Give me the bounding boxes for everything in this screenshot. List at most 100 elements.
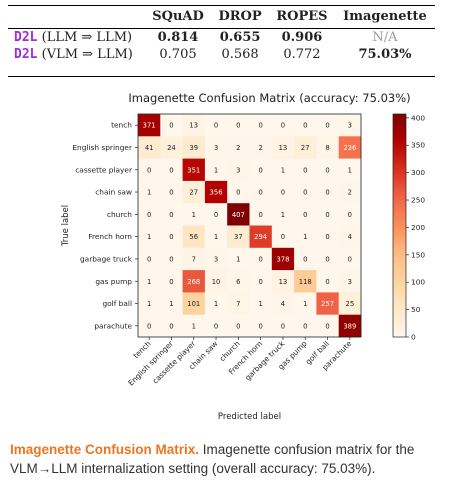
cell-value-label: 0 [348, 211, 352, 219]
colorbar-tick-label: 150 [411, 250, 425, 259]
setting-label: (VLM ⇒ LLM) [41, 47, 133, 62]
cell-value-label: 27 [189, 189, 198, 197]
heatmap-cell [249, 180, 273, 204]
drop-value: 0.568 [221, 47, 259, 62]
heatmap-cell [227, 225, 250, 249]
cell-value-label: 0 [325, 233, 329, 241]
cell-value-label: 0 [281, 122, 285, 130]
colorbar-tick-label: 100 [411, 278, 425, 287]
confusion-matrix-chart: Imagenette Confusion Matrix (accuracy: 7… [61, 91, 425, 422]
cell-value-label: 41 [145, 144, 154, 152]
y-tick-label: garbage truck [80, 254, 133, 263]
heatmap-cell [249, 270, 273, 293]
cell-value-label: 407 [232, 211, 245, 219]
cell-value-label: 0 [169, 255, 173, 263]
cell-value-label: 3 [236, 166, 240, 174]
cell-value-label: 0 [281, 233, 285, 241]
method-tag: D2L [14, 47, 38, 62]
y-tick-label: cassette player [75, 165, 133, 174]
heatmap-cell [204, 203, 228, 226]
heatmap-cell [182, 270, 206, 293]
cell-value-label: 0 [236, 322, 240, 330]
heatmap-cell [271, 114, 295, 137]
cell-value-label: 0 [303, 122, 307, 130]
cell-value-label: 0 [348, 255, 352, 263]
heatmap-cell [338, 203, 362, 226]
cell-value-label: 389 [343, 322, 356, 330]
heatmap-cell [249, 314, 273, 338]
cell-value-label: 0 [325, 255, 329, 263]
cell-value-label: 3 [214, 255, 218, 263]
cell-value-label: 1 [348, 166, 352, 174]
cell-value-label: 24 [167, 144, 176, 152]
heatmap-cell [316, 114, 339, 137]
heatmap-cell [338, 114, 362, 137]
cell-value-label: 0 [169, 233, 173, 241]
heatmap-cell [204, 247, 228, 271]
method-tag: D2L [14, 30, 38, 45]
cell-value-label: 101 [187, 300, 200, 308]
heatmap-cell [182, 292, 206, 315]
cell-value-label: 0 [258, 322, 262, 330]
heatmap-cell [316, 158, 339, 182]
heatmap-cell [271, 247, 295, 271]
heatmap-cell [160, 180, 183, 204]
heatmap-cell [227, 136, 250, 159]
y-tick-label: chain saw [95, 188, 132, 197]
heatmap-cell [160, 292, 183, 315]
heatmap-cell [271, 136, 295, 159]
cell-value-label: 0 [258, 189, 262, 197]
colorbar-tick-label: 300 [411, 168, 425, 177]
heatmap-cell [138, 225, 161, 249]
heatmap-cell [227, 158, 250, 182]
table-top-rule [8, 5, 435, 6]
header-ropes: ROPES [268, 6, 335, 29]
cell-value-label: 118 [299, 278, 312, 286]
heatmap-cell [294, 225, 317, 249]
cell-value-label: 1 [147, 189, 151, 197]
heatmap-cell [182, 314, 206, 338]
heatmap-cell [249, 158, 273, 182]
cell-value-label: 4 [281, 300, 285, 308]
cell-value-label: 2 [236, 144, 240, 152]
heatmap-cell [316, 270, 339, 293]
cell-value-label: 0 [147, 322, 151, 330]
heatmap-cell [138, 136, 161, 159]
cell-value-label: 8 [325, 144, 329, 152]
cell-value-label: 7 [192, 255, 196, 263]
y-tick-label: golf ball [102, 299, 132, 308]
heatmap-cell [294, 158, 317, 182]
results-table: SQuAD DROP ROPES Imagenette D2L (LLM ⇒ L… [8, 6, 435, 63]
cell-value-label: 0 [169, 211, 173, 219]
heatmap-cell [294, 292, 317, 315]
y-axis-label: True label [61, 205, 71, 247]
y-tick-label: parachute [94, 321, 132, 330]
plot-frame [137, 113, 362, 338]
heatmap-cell [138, 180, 161, 204]
table-bottom-rule [8, 76, 435, 77]
y-tick-label: tench [111, 121, 132, 130]
cell-value-label: 0 [214, 122, 218, 130]
cell-value-label: 56 [189, 233, 198, 241]
heatmap-cell [204, 114, 228, 137]
heatmap-cell [294, 114, 317, 137]
heatmap-cell [160, 270, 183, 293]
cell-value-label: 0 [236, 122, 240, 130]
cell-value-label: 3 [348, 122, 352, 130]
imagenette-value: 75.03% [358, 47, 412, 62]
heatmap-cell [227, 180, 250, 204]
heatmap-cell [204, 180, 228, 204]
cell-value-label: 2 [258, 144, 262, 152]
cell-value-label: 1 [147, 300, 151, 308]
cell-value-label: 1 [258, 300, 262, 308]
cell-value-label: 13 [279, 144, 288, 152]
cell-value-label: 0 [303, 166, 307, 174]
heatmap-cell [316, 247, 339, 271]
heatmap-cell [338, 292, 362, 315]
cell-value-label: 10 [212, 278, 221, 286]
colorbar [392, 113, 407, 338]
cell-value-label: 39 [189, 144, 198, 152]
heatmap-cell [227, 292, 250, 315]
drop-value: 0.655 [219, 30, 261, 45]
cell-value-label: 27 [301, 144, 310, 152]
